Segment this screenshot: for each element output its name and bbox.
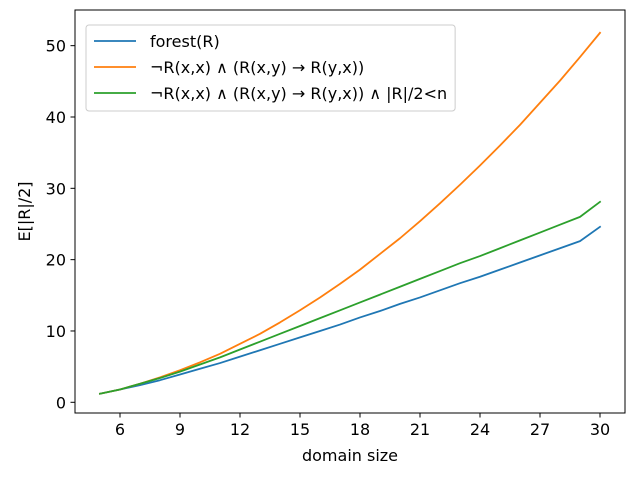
- series-line-2: [98, 31, 602, 395]
- x-tick-label: 24: [470, 420, 490, 439]
- plot-lines: [98, 31, 602, 395]
- y-tick-label: 10: [46, 322, 66, 341]
- x-tick-label: 21: [410, 420, 430, 439]
- legend-label: forest(R): [150, 32, 220, 51]
- series-line-3: [98, 200, 602, 395]
- x-tick-label: 12: [230, 420, 250, 439]
- y-tick-label: 50: [46, 37, 66, 56]
- y-tick-label: 20: [46, 251, 66, 270]
- legend-label: ¬R(x,x) ∧ (R(x,y) → R(y,x)): [150, 58, 364, 77]
- legend-label: ¬R(x,x) ∧ (R(x,y) → R(y,x)) ∧ |R|/2<n: [150, 84, 447, 103]
- y-axis-label: E[|R|/2]: [15, 181, 34, 241]
- x-tick-label: 6: [115, 420, 125, 439]
- legend-box: [85, 24, 456, 112]
- x-tick-label: 18: [350, 420, 370, 439]
- series-line-1: [98, 225, 602, 395]
- axes-frame: [74, 9, 626, 414]
- y-tick-label: 0: [56, 393, 66, 412]
- legend: forest(R) ¬R(x,x) ∧ (R(x,y) → R(y,x)) ¬R(x…: [85, 24, 456, 112]
- y-tick-label: 40: [46, 108, 66, 127]
- y-axis-ticks: 0 10 20 30 40 50: [46, 37, 75, 412]
- x-axis-ticks: 6 9 12 15 18 21 24 27 30: [115, 413, 610, 439]
- y-tick-label: 30: [46, 179, 66, 198]
- x-tick-label: 30: [590, 420, 610, 439]
- x-axis-label: domain size: [302, 446, 398, 465]
- x-tick-label: 27: [530, 420, 550, 439]
- x-tick-label: 9: [175, 420, 185, 439]
- x-tick-label: 15: [290, 420, 310, 439]
